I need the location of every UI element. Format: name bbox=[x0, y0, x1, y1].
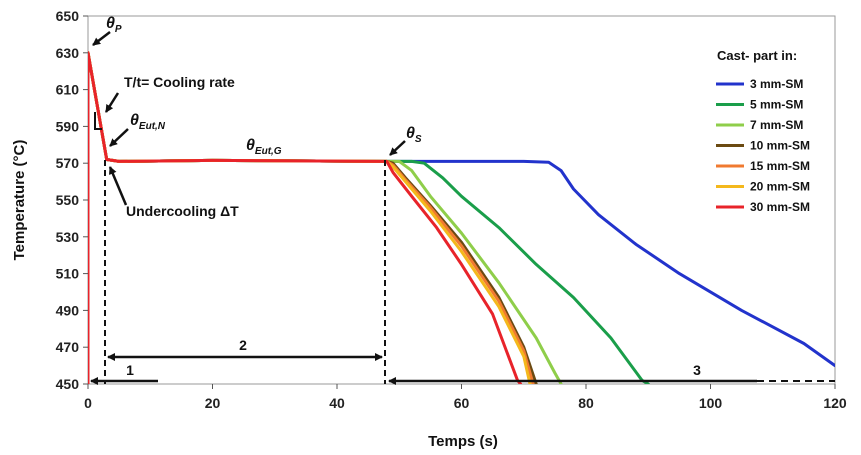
y-tick-label: 510 bbox=[56, 266, 80, 282]
legend-label: 5 mm-SM bbox=[750, 98, 803, 112]
y-tick-label: 570 bbox=[56, 155, 80, 171]
legend-title: Cast- part in: bbox=[717, 48, 797, 63]
x-tick-label: 100 bbox=[699, 395, 723, 411]
theta-eut-n-arrow bbox=[109, 128, 129, 147]
region-1-label: 1 bbox=[126, 362, 134, 378]
legend-label: 10 mm-SM bbox=[750, 139, 810, 153]
y-axis-title: Temperature (°C) bbox=[11, 140, 28, 261]
legend-label: 20 mm-SM bbox=[750, 180, 810, 194]
theta-p-arrow bbox=[92, 31, 111, 46]
cooling-rate-triangle bbox=[94, 112, 102, 130]
y-tick-label: 530 bbox=[56, 229, 80, 245]
cooling-rate-label: T/t= Cooling rate bbox=[124, 74, 235, 90]
cooling-rate-arrow bbox=[104, 92, 120, 113]
legend-label: 15 mm-SM bbox=[750, 159, 810, 173]
y-tick-label: 610 bbox=[56, 82, 80, 98]
annotation-layer: 1 2 3 θP T/t= Cooling rate θEut,N θEut,G… bbox=[90, 15, 835, 385]
region-2-label: 2 bbox=[239, 337, 247, 353]
theta-s-label: θS bbox=[406, 125, 422, 145]
theta-p-label: θP bbox=[106, 15, 122, 35]
y-tick-label: 490 bbox=[56, 302, 80, 318]
x-tick-label: 20 bbox=[205, 395, 221, 411]
y-tick-label: 630 bbox=[56, 45, 80, 61]
x-tick-label: 60 bbox=[454, 395, 470, 411]
series-layer bbox=[88, 51, 835, 384]
x-axis-title: Temps (s) bbox=[428, 433, 498, 450]
legend: Cast- part in: 3 mm-SM 5 mm-SM 7 mm-SM 10 m… bbox=[716, 48, 810, 214]
theta-eut-g-label: θEut,G bbox=[246, 137, 282, 157]
x-tick-label: 0 bbox=[84, 395, 92, 411]
y-tick-label: 470 bbox=[56, 339, 80, 355]
series-line-30-mm-sm bbox=[88, 51, 523, 384]
y-tick-label: 590 bbox=[56, 118, 80, 134]
legend-label: 30 mm-SM bbox=[750, 200, 810, 214]
x-tick-label: 40 bbox=[329, 395, 345, 411]
legend-label: 3 mm-SM bbox=[750, 77, 803, 91]
theta-eut-n-label: θEut,N bbox=[130, 112, 166, 132]
y-tick-label: 650 bbox=[56, 8, 80, 24]
undercooling-arrow bbox=[108, 166, 128, 206]
plot-frame bbox=[87, 15, 836, 385]
region-3-label: 3 bbox=[693, 362, 701, 378]
undercooling-label: Undercooling ΔT bbox=[126, 203, 239, 219]
y-tick-label: 550 bbox=[56, 192, 80, 208]
theta-s-arrow bbox=[389, 140, 406, 156]
x-tick-label: 80 bbox=[578, 395, 594, 411]
y-tick-label: 450 bbox=[56, 376, 80, 392]
x-tick-label: 120 bbox=[823, 395, 847, 411]
axes: 0 20 40 60 80 100 120 450 470 490 510 530 550 570 590 6… bbox=[56, 8, 847, 411]
legend-label: 7 mm-SM bbox=[750, 118, 803, 132]
